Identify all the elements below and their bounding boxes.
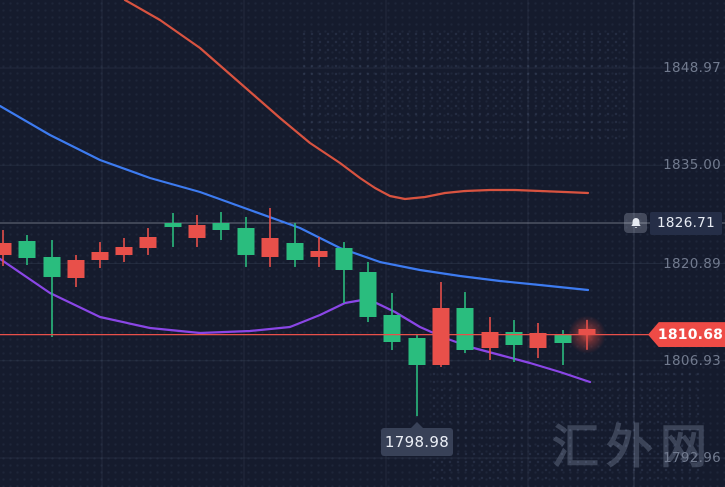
candlesticks (0, 207, 606, 417)
tooltip-arrow-icon (411, 422, 423, 429)
candle-body (578, 328, 596, 335)
alert-price-badge: 1826.71 (650, 211, 722, 235)
candle-body (383, 314, 401, 343)
candle-body (237, 227, 255, 255)
candle-body (115, 246, 133, 255)
candle (481, 317, 499, 360)
candle-body (529, 333, 547, 349)
candle-body (43, 256, 61, 277)
current-price-tag: 1810.68 (648, 322, 725, 348)
candle-body (91, 251, 109, 260)
candle (456, 292, 474, 354)
candle (359, 262, 377, 323)
candle (67, 254, 85, 288)
candle-body (261, 237, 279, 257)
candle-body (554, 334, 572, 343)
alert-bell-button[interactable] (624, 213, 647, 234)
candle (505, 320, 523, 362)
watermark: 汇外网 (552, 420, 714, 475)
candle (554, 330, 572, 365)
candle (212, 212, 230, 241)
moving-average-lines (0, 0, 592, 384)
candle-body (359, 271, 377, 318)
ma-blue (0, 104, 590, 292)
low-price-tooltip: 1798.98 (381, 422, 453, 457)
candle (18, 234, 36, 266)
candle-body (456, 308, 474, 351)
candle-body (139, 237, 157, 249)
candle (335, 242, 353, 304)
candle-body (18, 240, 36, 258)
candle-body (335, 248, 353, 271)
candle (164, 212, 182, 247)
candle (529, 323, 547, 359)
candle (188, 215, 206, 247)
candle (310, 237, 328, 267)
candle-body (432, 308, 450, 365)
candle (286, 223, 304, 267)
candle (91, 242, 109, 268)
low-price-label: 1798.98 (384, 433, 450, 452)
candle (261, 207, 279, 267)
ma-purple (0, 257, 592, 384)
candle (139, 228, 157, 255)
price-alert-marker: 1826.71 (0, 211, 725, 235)
ma-orange (123, 0, 590, 201)
candle-body (505, 331, 523, 346)
candle (383, 292, 401, 351)
candle-body (481, 331, 499, 349)
candle (432, 281, 450, 368)
candle-body (286, 243, 304, 260)
candle-body (408, 337, 426, 365)
candle-body (310, 251, 328, 257)
candle (115, 237, 133, 263)
candle (408, 334, 426, 417)
bell-icon (630, 217, 641, 228)
candle (0, 229, 12, 266)
candle-body (0, 243, 12, 255)
candle-body (67, 259, 85, 279)
candle-body (188, 224, 206, 238)
candle-body (164, 223, 182, 227)
candle (43, 240, 61, 338)
candle-body (212, 223, 230, 230)
candle (237, 216, 255, 267)
